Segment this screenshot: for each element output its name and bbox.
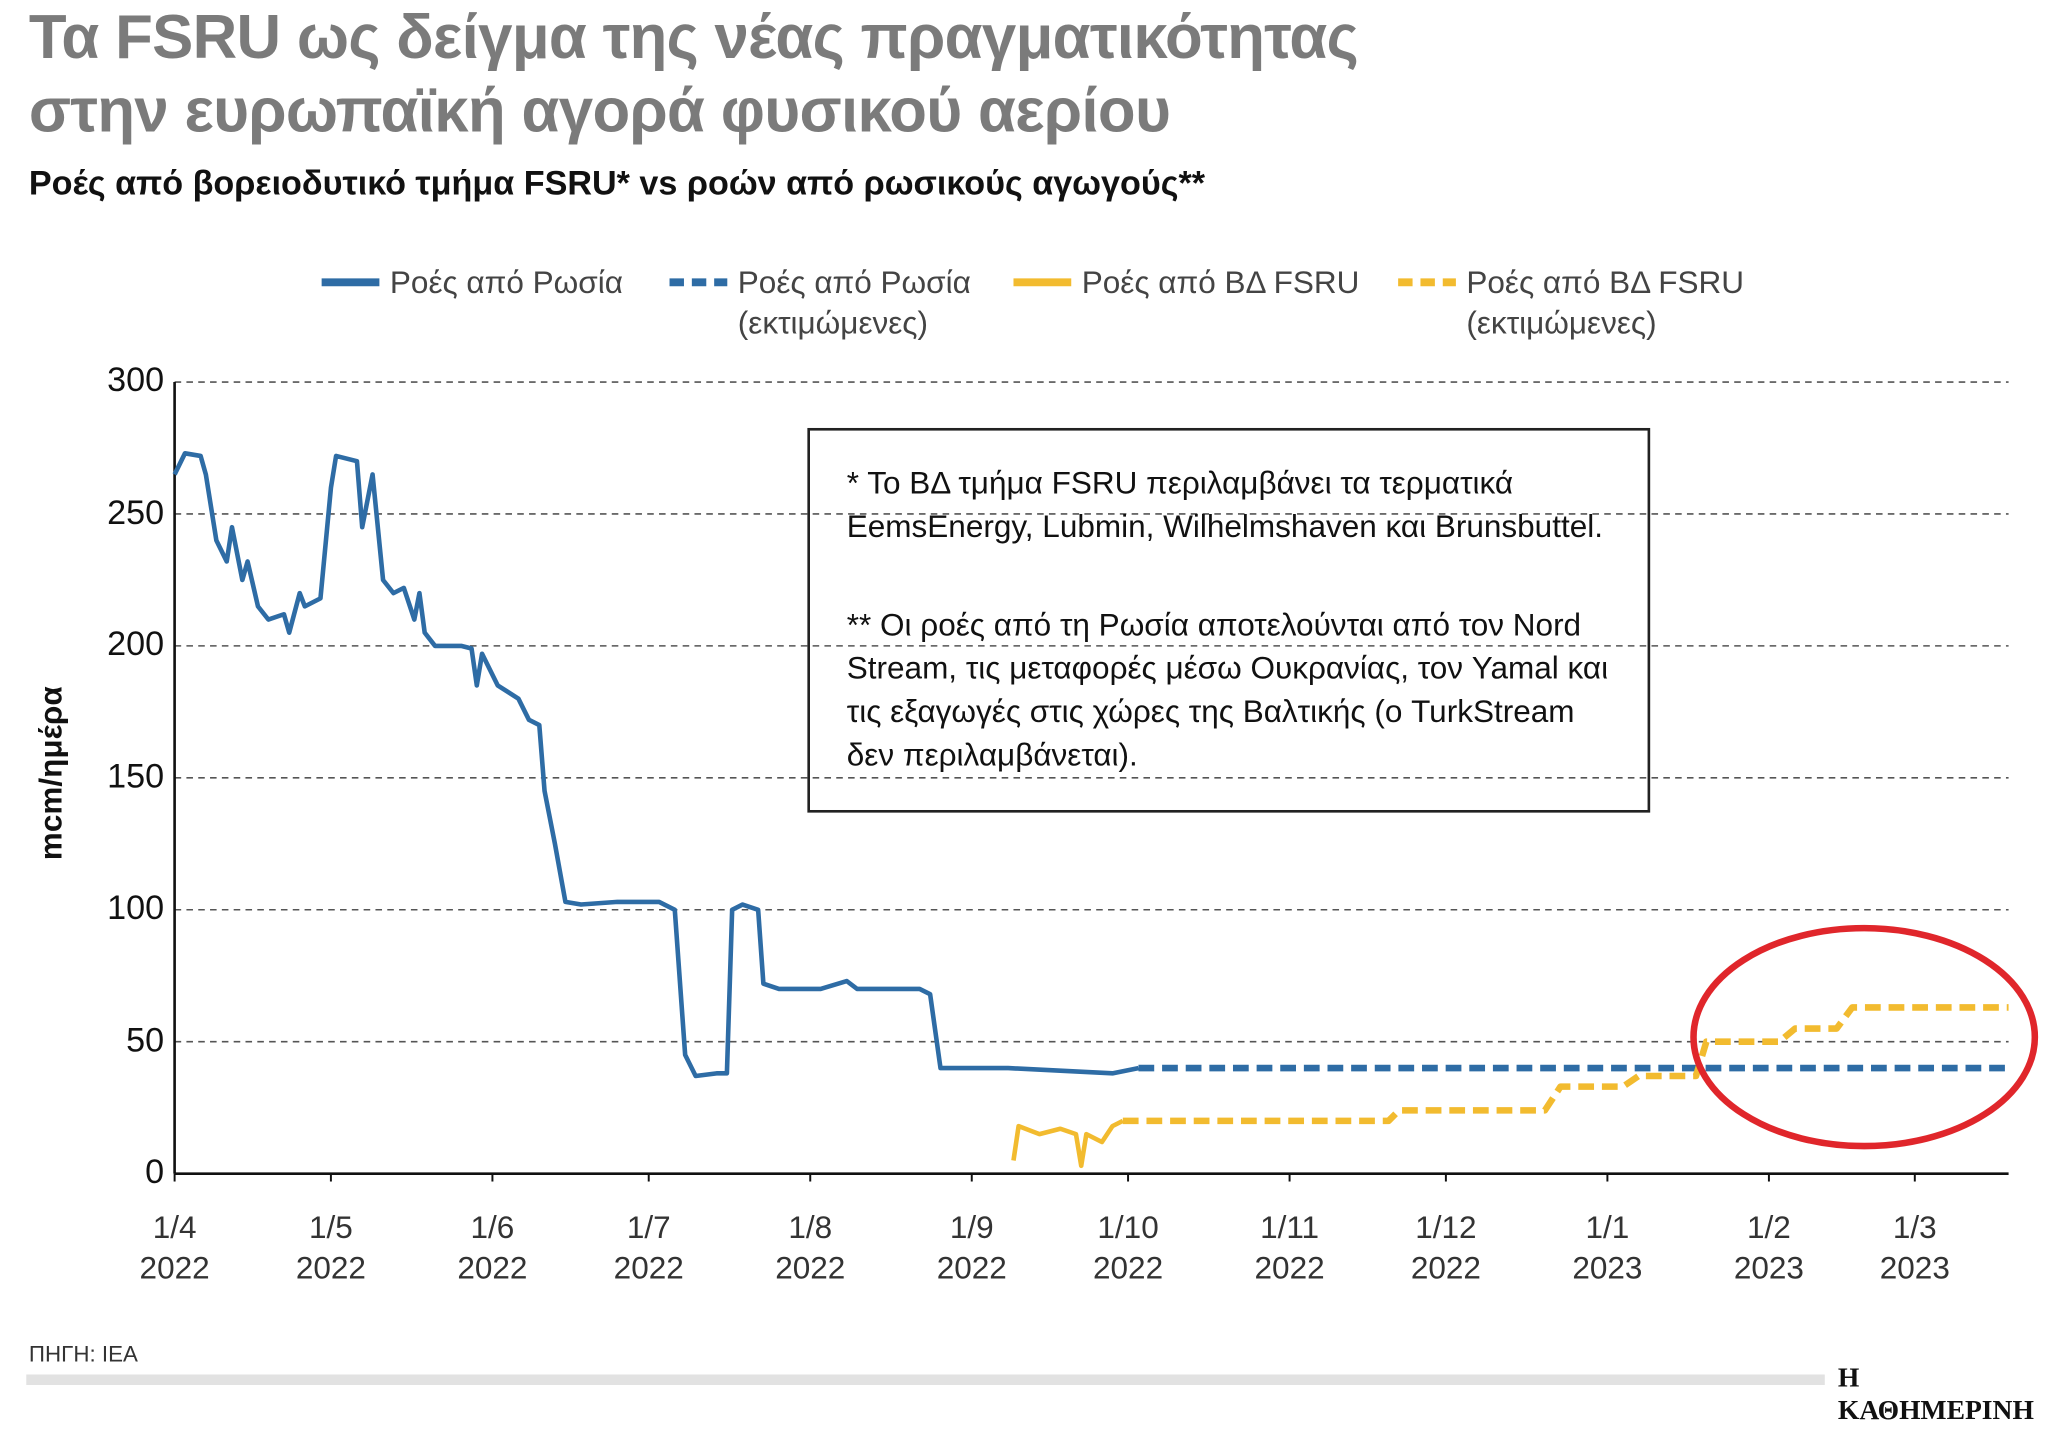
x-tick-label: 1/2 2023 [1733, 1210, 1804, 1287]
x-tick-label: 1/6 2022 [457, 1210, 528, 1287]
y-tick-label: 100 [107, 887, 165, 927]
series-line [172, 451, 1139, 1079]
x-tick-label: 1/12 2022 [1410, 1210, 1481, 1287]
footer-bar [26, 1374, 1825, 1386]
x-tick-label: 1/3 2023 [1879, 1210, 1950, 1287]
y-tick-label: 200 [107, 623, 165, 663]
note: * Το ΒΔ τμήμα FSRU περιλαμβάνει τα τερμα… [846, 466, 1603, 545]
y-axis-label: mcm/ημέρα [34, 686, 70, 861]
y-tick-label: 150 [107, 755, 165, 795]
x-tick-label: 1/10 2022 [1093, 1210, 1164, 1287]
x-tick-label: 1/5 2022 [295, 1210, 366, 1287]
y-tick-label: 0 [145, 1151, 165, 1191]
title: Τα FSRU ως δείγμα της νέας πραγματικότητ… [28, 1, 1359, 145]
x-tick-label: 1/7 2022 [613, 1210, 684, 1287]
legend-label: Ροές από Ρωσία (εκτιμώμενες) [737, 265, 971, 342]
note: ** Οι ροές από τη Ρωσία αποτελούνται από… [846, 607, 1609, 774]
publisher: Η ΚΑΘΗΜΕΡΙΝΗ [1837, 1361, 2034, 1426]
subtitle: Ροές από βορειοδυτικό τμήμα FSRU* vs ροώ… [28, 162, 1206, 203]
x-tick-label: 1/9 2022 [936, 1210, 1007, 1287]
source: ΠΗΓΗ: IEA [28, 1341, 138, 1367]
highlight-ring [1690, 924, 2039, 1150]
legend-label: Ροές από ΒΔ FSRU (εκτιμώμενες) [1466, 265, 1744, 342]
x-tick-label: 1/8 2022 [775, 1210, 846, 1287]
y-tick-label: 300 [107, 359, 165, 400]
series-line [1122, 1004, 2009, 1125]
y-tick-label: 250 [107, 491, 165, 532]
legend-label: Ροές από ΒΔ FSRU [1081, 265, 1360, 301]
series-line [1011, 1118, 1124, 1169]
x-tick-label: 1/1 2023 [1572, 1210, 1643, 1287]
x-tick-label: 1/4 2022 [139, 1210, 210, 1287]
note-box [807, 427, 1651, 813]
y-tick-label: 50 [126, 1019, 165, 1059]
x-tick-label: 1/11 2022 [1254, 1210, 1325, 1287]
legend-label: Ροές από Ρωσία [389, 265, 623, 301]
